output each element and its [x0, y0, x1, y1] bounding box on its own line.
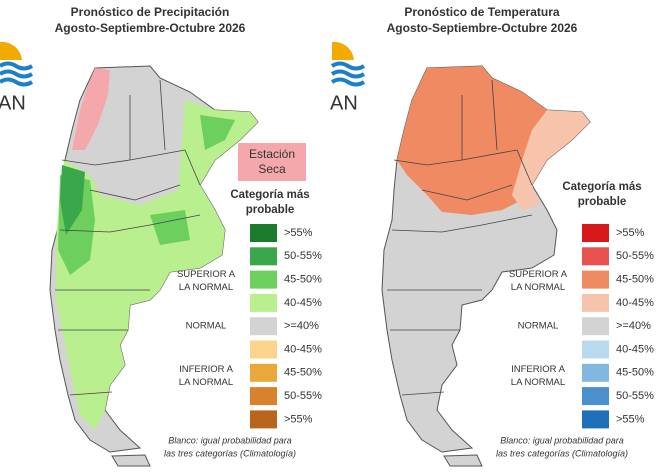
logo-text: AN: [0, 92, 26, 114]
legend-label: 45-50%: [284, 367, 322, 379]
legend-label: >55%: [616, 227, 645, 239]
legend-swatch: [582, 387, 609, 406]
dry-season-box: [238, 143, 306, 181]
dry-season-label: Estación: [249, 147, 295, 161]
legend-label: >=40%: [284, 320, 319, 332]
legend-swatch: [250, 293, 277, 312]
legend-swatch: [250, 387, 277, 406]
group-label: INFERIOR A: [179, 364, 234, 375]
legend-swatch: [250, 340, 277, 359]
legend-label: 45-50%: [616, 367, 654, 379]
group-label: LA NORMAL: [511, 377, 565, 388]
dry-season-label: Seca: [258, 162, 286, 176]
legend-label: >55%: [284, 413, 313, 425]
logo-sun: [0, 41, 22, 60]
legend-swatch: [250, 224, 277, 242]
group-label: NORMAL: [518, 321, 559, 332]
precipitation-map: [49, 65, 259, 467]
map-subtitle: Agosto-Septiembre-Octubre 2026: [55, 21, 246, 35]
legend-label: 40-45%: [616, 343, 654, 355]
logo-text: AN: [330, 92, 358, 114]
legend-title: probable: [578, 196, 627, 208]
legend-label: 50-55%: [616, 390, 654, 402]
map-title: Pronóstico de Precipitación: [71, 5, 230, 19]
legend-swatch: [250, 317, 277, 336]
footnote: Blanco: igual probabilidad para: [500, 435, 624, 445]
legend-label: 40-45%: [616, 297, 654, 309]
legend-label: 50-55%: [616, 250, 654, 262]
legend-title: Categoría más: [230, 189, 309, 201]
footnote: las tres categorías (Climatología): [496, 448, 628, 458]
logo-wave: [330, 77, 366, 87]
legend-title: probable: [246, 204, 295, 216]
legend-swatch: [582, 247, 609, 266]
legend-swatch: [250, 270, 277, 289]
logo-wave: [330, 61, 366, 71]
legend-swatch: [582, 410, 609, 429]
footnote: Blanco: igual probabilidad para: [168, 435, 292, 445]
group-label: LA NORMAL: [179, 377, 233, 388]
logo-wave: [0, 77, 34, 87]
legend-label: >=40%: [616, 320, 651, 332]
legend-swatch: [582, 363, 609, 382]
legend-label: >55%: [284, 227, 313, 239]
temperature-map: [381, 65, 591, 467]
legend-swatch: [582, 224, 609, 242]
legend-label: 50-55%: [284, 390, 322, 402]
legend-swatch: [582, 293, 609, 312]
group-label: SUPERIOR A: [177, 269, 236, 280]
group-label: LA NORMAL: [179, 282, 233, 293]
legend-swatch: [250, 363, 277, 382]
map-title: Pronóstico de Temperatura: [404, 5, 559, 19]
legend-swatch: [582, 340, 609, 359]
footnote: las tres categorías (Climatología): [164, 448, 296, 458]
logo-wave: [0, 69, 34, 79]
group-label: SUPERIOR A: [509, 269, 568, 280]
logo-wave: [0, 61, 34, 71]
legend-swatch: [250, 410, 277, 429]
legend-label: 40-45%: [284, 343, 322, 355]
legend-label: 40-45%: [284, 297, 322, 309]
group-label: LA NORMAL: [511, 282, 565, 293]
map-subtitle: Agosto-Septiembre-Octubre 2026: [387, 21, 578, 35]
legend-label: 45-50%: [284, 274, 322, 286]
logo-sun: [332, 41, 354, 60]
logo-wave: [330, 69, 366, 79]
legend-swatch: [582, 317, 609, 336]
group-label: NORMAL: [186, 321, 227, 332]
legend-label: >55%: [616, 413, 645, 425]
legend-swatch: [250, 247, 277, 266]
legend-label: 50-55%: [284, 250, 322, 262]
legend-title: Categoría más: [562, 181, 641, 193]
group-label: INFERIOR A: [511, 364, 566, 375]
legend-label: 45-50%: [616, 274, 654, 286]
legend-swatch: [582, 270, 609, 289]
